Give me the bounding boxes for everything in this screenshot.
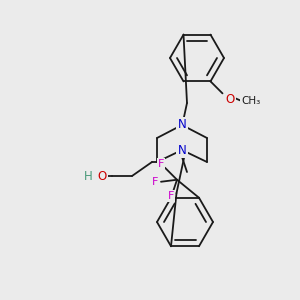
Text: O: O bbox=[226, 93, 235, 106]
Text: H: H bbox=[84, 169, 92, 182]
Text: O: O bbox=[98, 169, 106, 182]
Text: F: F bbox=[152, 177, 158, 187]
Text: N: N bbox=[178, 143, 186, 157]
Text: CH₃: CH₃ bbox=[241, 96, 260, 106]
Text: N: N bbox=[178, 118, 186, 131]
Text: F: F bbox=[168, 191, 174, 201]
Text: F: F bbox=[158, 159, 164, 169]
